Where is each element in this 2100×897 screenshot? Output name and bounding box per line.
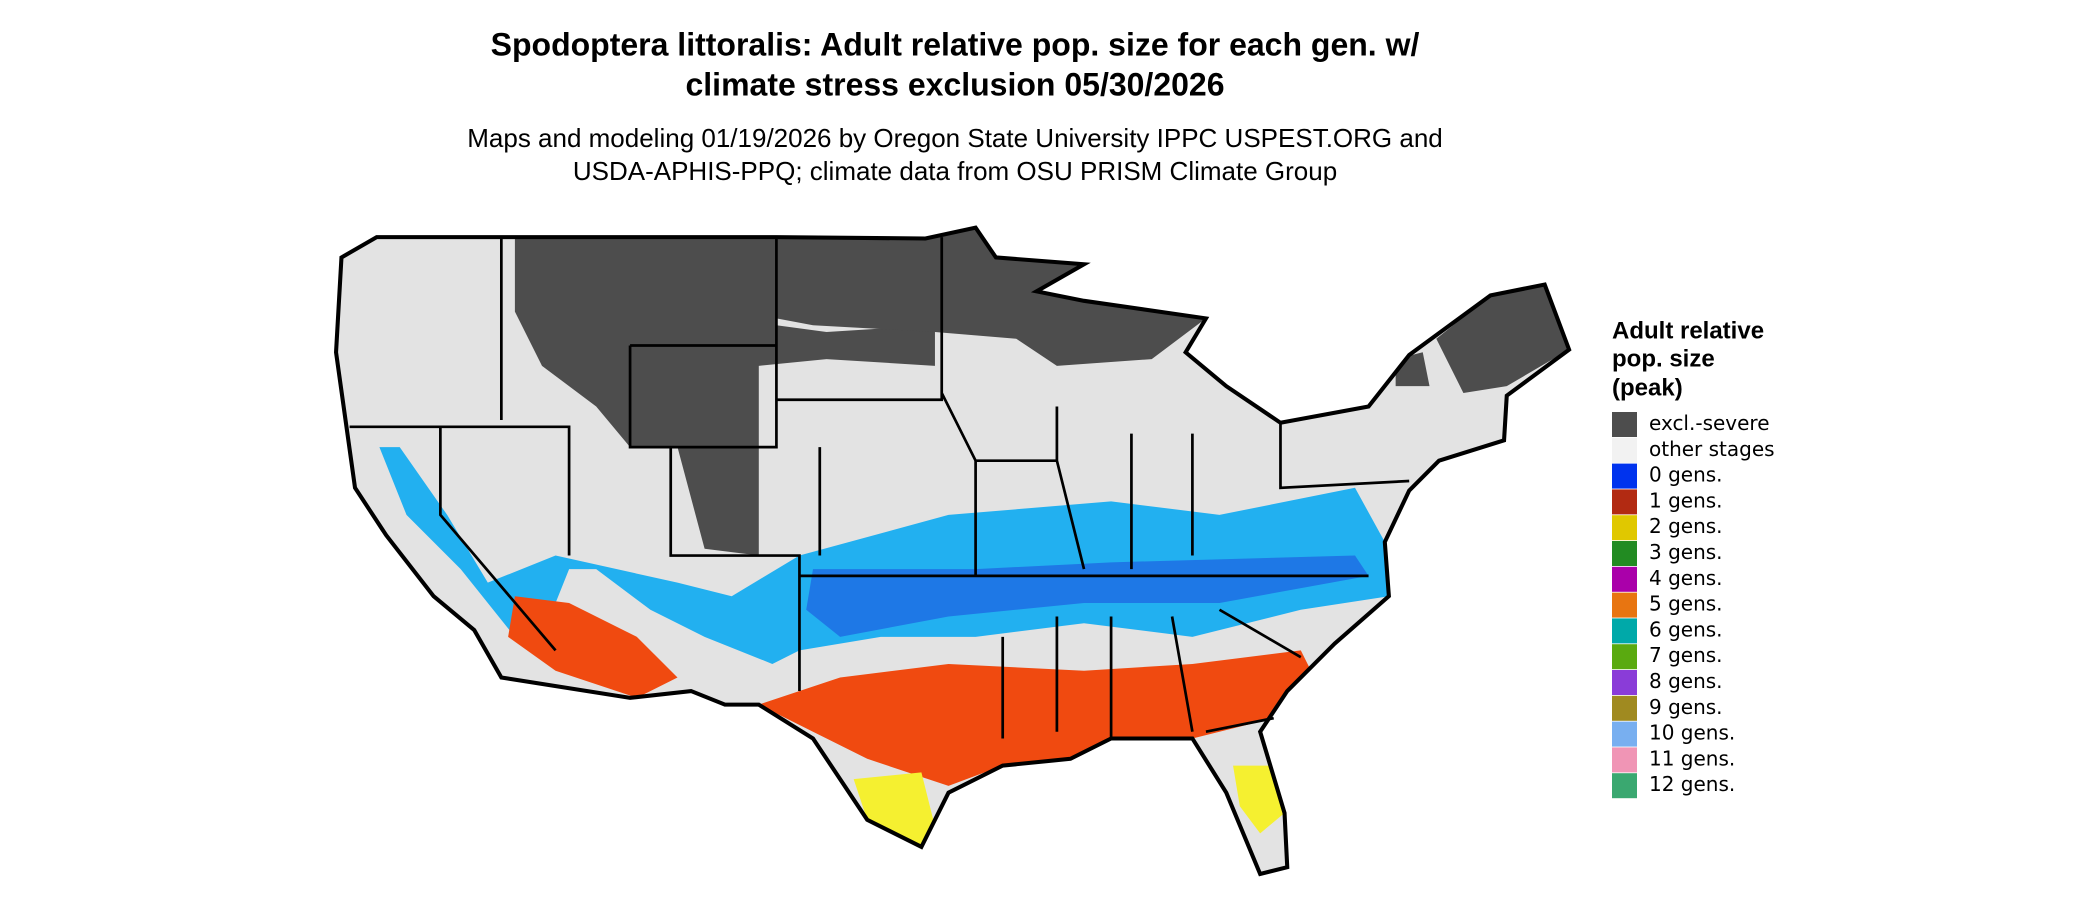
legend-label: 1 gens. <box>1649 488 1723 512</box>
legend-title-line: (peak) <box>1612 374 1683 401</box>
zone-yellow <box>853 765 1285 847</box>
title-line: climate stress exclusion 05/30/2026 <box>685 66 1224 102</box>
excluded-region <box>514 237 935 556</box>
legend-swatch <box>1612 644 1637 670</box>
legend-swatch <box>1612 721 1637 747</box>
legend-swatch <box>1612 463 1637 489</box>
legend-swatch <box>1612 437 1637 463</box>
legend-swatch <box>1612 592 1637 618</box>
excluded-region <box>1395 284 1570 393</box>
legend-label: other stages <box>1649 437 1775 461</box>
legend-swatch <box>1612 489 1637 515</box>
legend-label: 11 gens. <box>1649 746 1735 770</box>
legend-swatch <box>1612 541 1637 566</box>
legend-label: 7 gens. <box>1649 643 1723 667</box>
excluded-region <box>776 227 1206 366</box>
legend-swatch <box>1612 670 1637 695</box>
legend-label: 10 gens. <box>1649 721 1735 745</box>
legend-label: excl.-severe <box>1649 411 1770 435</box>
legend-swatch <box>1612 515 1637 541</box>
subtitle-line: USDA-APHIS-PPQ; climate data from OSU PR… <box>573 156 1337 186</box>
legend-swatch <box>1612 618 1637 644</box>
us-map <box>333 225 1572 877</box>
legend-label: 9 gens. <box>1649 695 1723 719</box>
zone-light-blue <box>379 447 1389 664</box>
legend-label: 3 gens. <box>1649 540 1723 564</box>
legend-swatch <box>1612 566 1637 592</box>
legend-label: 5 gens. <box>1649 592 1723 616</box>
subtitle-line: Maps and modeling 01/19/2026 by Oregon S… <box>467 123 1443 153</box>
legend: Adult relative pop. size (peak) excl.-se… <box>1612 317 1775 799</box>
legend-label: 12 gens. <box>1649 772 1735 796</box>
legend-swatch <box>1612 412 1637 437</box>
legend-label: 0 gens. <box>1649 463 1723 487</box>
zone-orange <box>508 596 678 698</box>
state-borders <box>333 225 1572 877</box>
titles: Spodoptera littoralis: Adult relative po… <box>467 26 1443 185</box>
legend-label: 2 gens. <box>1649 514 1723 538</box>
legend-label: 8 gens. <box>1649 669 1723 693</box>
legend-swatch <box>1612 695 1637 721</box>
legend-title-line: pop. size <box>1612 345 1715 372</box>
title-line: Spodoptera littoralis: Adult relative po… <box>491 26 1420 62</box>
legend-label: 6 gens. <box>1649 617 1723 641</box>
legend-swatch <box>1612 747 1637 773</box>
zone-orange <box>758 650 1315 786</box>
legend-title-line: Adult relative <box>1612 317 1764 344</box>
legend-swatch <box>1612 773 1637 799</box>
legend-label: 4 gens. <box>1649 566 1723 590</box>
